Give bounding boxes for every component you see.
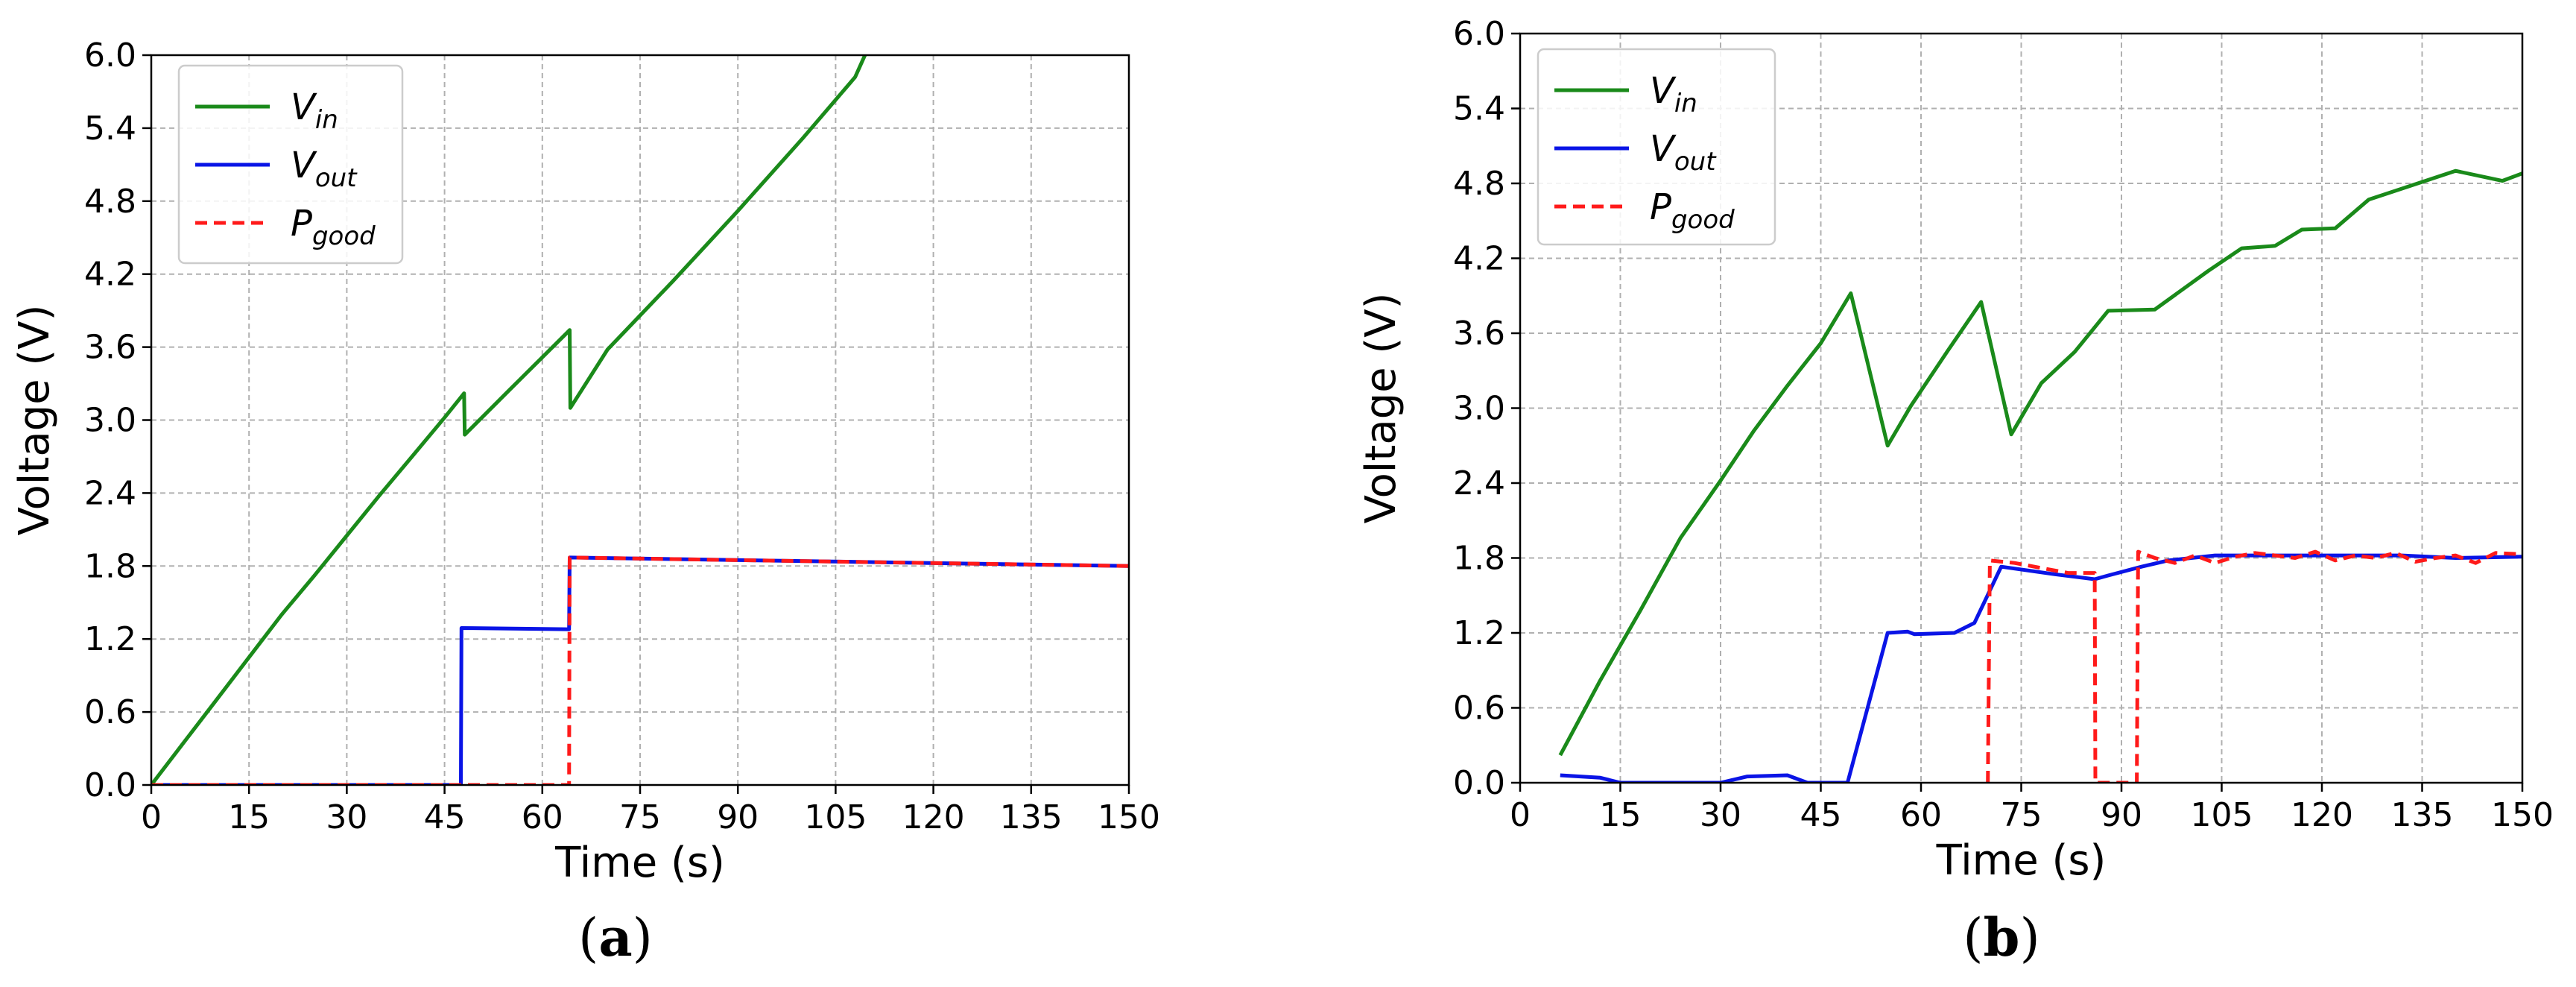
legend-label-subscript: in bbox=[1674, 89, 1697, 119]
panel-label: (a) bbox=[578, 906, 653, 968]
legend-label: Vin bbox=[291, 86, 338, 135]
y-tick-label: 4.8 bbox=[1453, 165, 1505, 203]
y-tick-label: 1.8 bbox=[84, 547, 136, 585]
chart-a: 0 15 30 45 60 75 90 105 120 135 150 0.0 0.6 1.2 1.8 2.4… bbox=[10, 37, 1160, 968]
legend-label-base: P bbox=[1650, 186, 1671, 228]
legend-box bbox=[1537, 48, 1776, 246]
legend-label-base: V bbox=[1650, 128, 1677, 170]
y-tick-label: 2.4 bbox=[1453, 464, 1505, 502]
y-tick-label: 0.6 bbox=[1453, 690, 1505, 728]
x-tick-label: 0 bbox=[141, 798, 162, 836]
y-tick-label: 3.0 bbox=[84, 402, 136, 440]
y-tick-label: 6.0 bbox=[1453, 15, 1505, 53]
legend-label-base: V bbox=[291, 86, 317, 128]
x-tick-label: 75 bbox=[619, 798, 661, 836]
y-tick-label: 4.2 bbox=[84, 256, 136, 294]
panel-letter: a bbox=[598, 906, 632, 968]
legend-label: Pgood bbox=[1650, 186, 1735, 235]
legend-label: Pgood bbox=[291, 203, 376, 251]
x-tick-label: 15 bbox=[1600, 796, 1642, 834]
y-tick-label: 1.2 bbox=[84, 620, 136, 658]
panel-label: (b) bbox=[1963, 906, 2040, 968]
x-tick-label: 90 bbox=[2101, 796, 2142, 834]
x-tick-label: 60 bbox=[1900, 796, 1942, 834]
y-tick-label: 5.4 bbox=[1453, 90, 1505, 128]
x-tick-label: 150 bbox=[2491, 796, 2554, 834]
y-tick-label: 1.8 bbox=[1453, 540, 1505, 578]
legend-label-subscript: good bbox=[312, 221, 376, 251]
legend-box bbox=[177, 64, 404, 265]
y-tick-label: 0.0 bbox=[84, 766, 136, 804]
legend-label: Vout bbox=[1650, 128, 1717, 177]
chart-b: 0 15 30 45 60 75 90 105 120 135 150 0.0 0.6 1.2 1.8 2.4… bbox=[1357, 15, 2554, 968]
panel-paren-close: ) bbox=[633, 907, 653, 968]
series-line-p-good bbox=[151, 555, 1129, 785]
legend-label-base: V bbox=[291, 145, 317, 186]
x-tick-label: 90 bbox=[717, 798, 759, 836]
legend-label-subscript: out bbox=[1674, 147, 1717, 177]
x-tick-label: 120 bbox=[2291, 796, 2353, 834]
x-tick-label: 0 bbox=[1510, 796, 1531, 834]
series-line-v-out bbox=[151, 555, 1129, 785]
legend-label: Vout bbox=[291, 145, 358, 193]
x-tick-label: 45 bbox=[1800, 796, 1842, 834]
panel-paren-open: ( bbox=[578, 907, 598, 968]
x-tick-label: 30 bbox=[1700, 796, 1741, 834]
series-line-v-in bbox=[151, 55, 867, 785]
legend-label-subscript: in bbox=[315, 105, 338, 135]
series-line-v-in bbox=[1558, 168, 2522, 757]
y-tick-label: 5.4 bbox=[84, 110, 136, 148]
x-tick-label: 60 bbox=[522, 798, 563, 836]
legend-label-subscript: out bbox=[315, 163, 358, 193]
y-tick-label: 0.0 bbox=[1453, 764, 1505, 802]
x-tick-label: 135 bbox=[2391, 796, 2454, 834]
y-tick-label: 2.4 bbox=[84, 474, 136, 512]
x-tick-label: 135 bbox=[1000, 798, 1063, 836]
x-tick-label: 150 bbox=[1098, 798, 1160, 836]
panel-paren-open: ( bbox=[1963, 907, 1983, 968]
x-tick-label: 75 bbox=[2001, 796, 2042, 834]
series-line-p-good bbox=[1986, 549, 2522, 783]
y-axis-label: Voltage (V) bbox=[10, 305, 59, 536]
x-tick-label: 105 bbox=[2191, 796, 2253, 834]
x-tick-label: 105 bbox=[804, 798, 867, 836]
panel-letter: b bbox=[1984, 906, 2020, 968]
y-tick-label: 1.2 bbox=[1453, 614, 1505, 652]
series-line-v-out bbox=[1560, 553, 2522, 783]
legend-label: Vin bbox=[1650, 70, 1697, 119]
y-tick-label: 3.6 bbox=[1453, 315, 1505, 353]
x-axis-label: Time (s) bbox=[554, 839, 725, 887]
y-axis-label: Voltage (V) bbox=[1357, 293, 1405, 524]
plot-frame bbox=[1519, 32, 2524, 784]
y-tick-label: 0.6 bbox=[84, 693, 136, 731]
x-tick-label: 120 bbox=[902, 798, 965, 836]
plot-frame bbox=[150, 54, 1130, 786]
y-tick-label: 6.0 bbox=[84, 37, 136, 75]
panel-paren-close: ) bbox=[2019, 907, 2039, 968]
legend-label-base: V bbox=[1650, 70, 1677, 112]
legend-label-subscript: good bbox=[1671, 205, 1735, 235]
x-axis-label: Time (s) bbox=[1936, 836, 2107, 885]
y-tick-label: 4.2 bbox=[1453, 240, 1505, 278]
x-tick-label: 30 bbox=[326, 798, 367, 836]
y-tick-label: 3.6 bbox=[84, 329, 136, 367]
y-tick-label: 4.8 bbox=[84, 183, 136, 221]
y-tick-label: 3.0 bbox=[1453, 390, 1505, 428]
legend-label-base: P bbox=[291, 203, 312, 245]
x-tick-label: 45 bbox=[424, 798, 466, 836]
x-tick-label: 15 bbox=[228, 798, 270, 836]
